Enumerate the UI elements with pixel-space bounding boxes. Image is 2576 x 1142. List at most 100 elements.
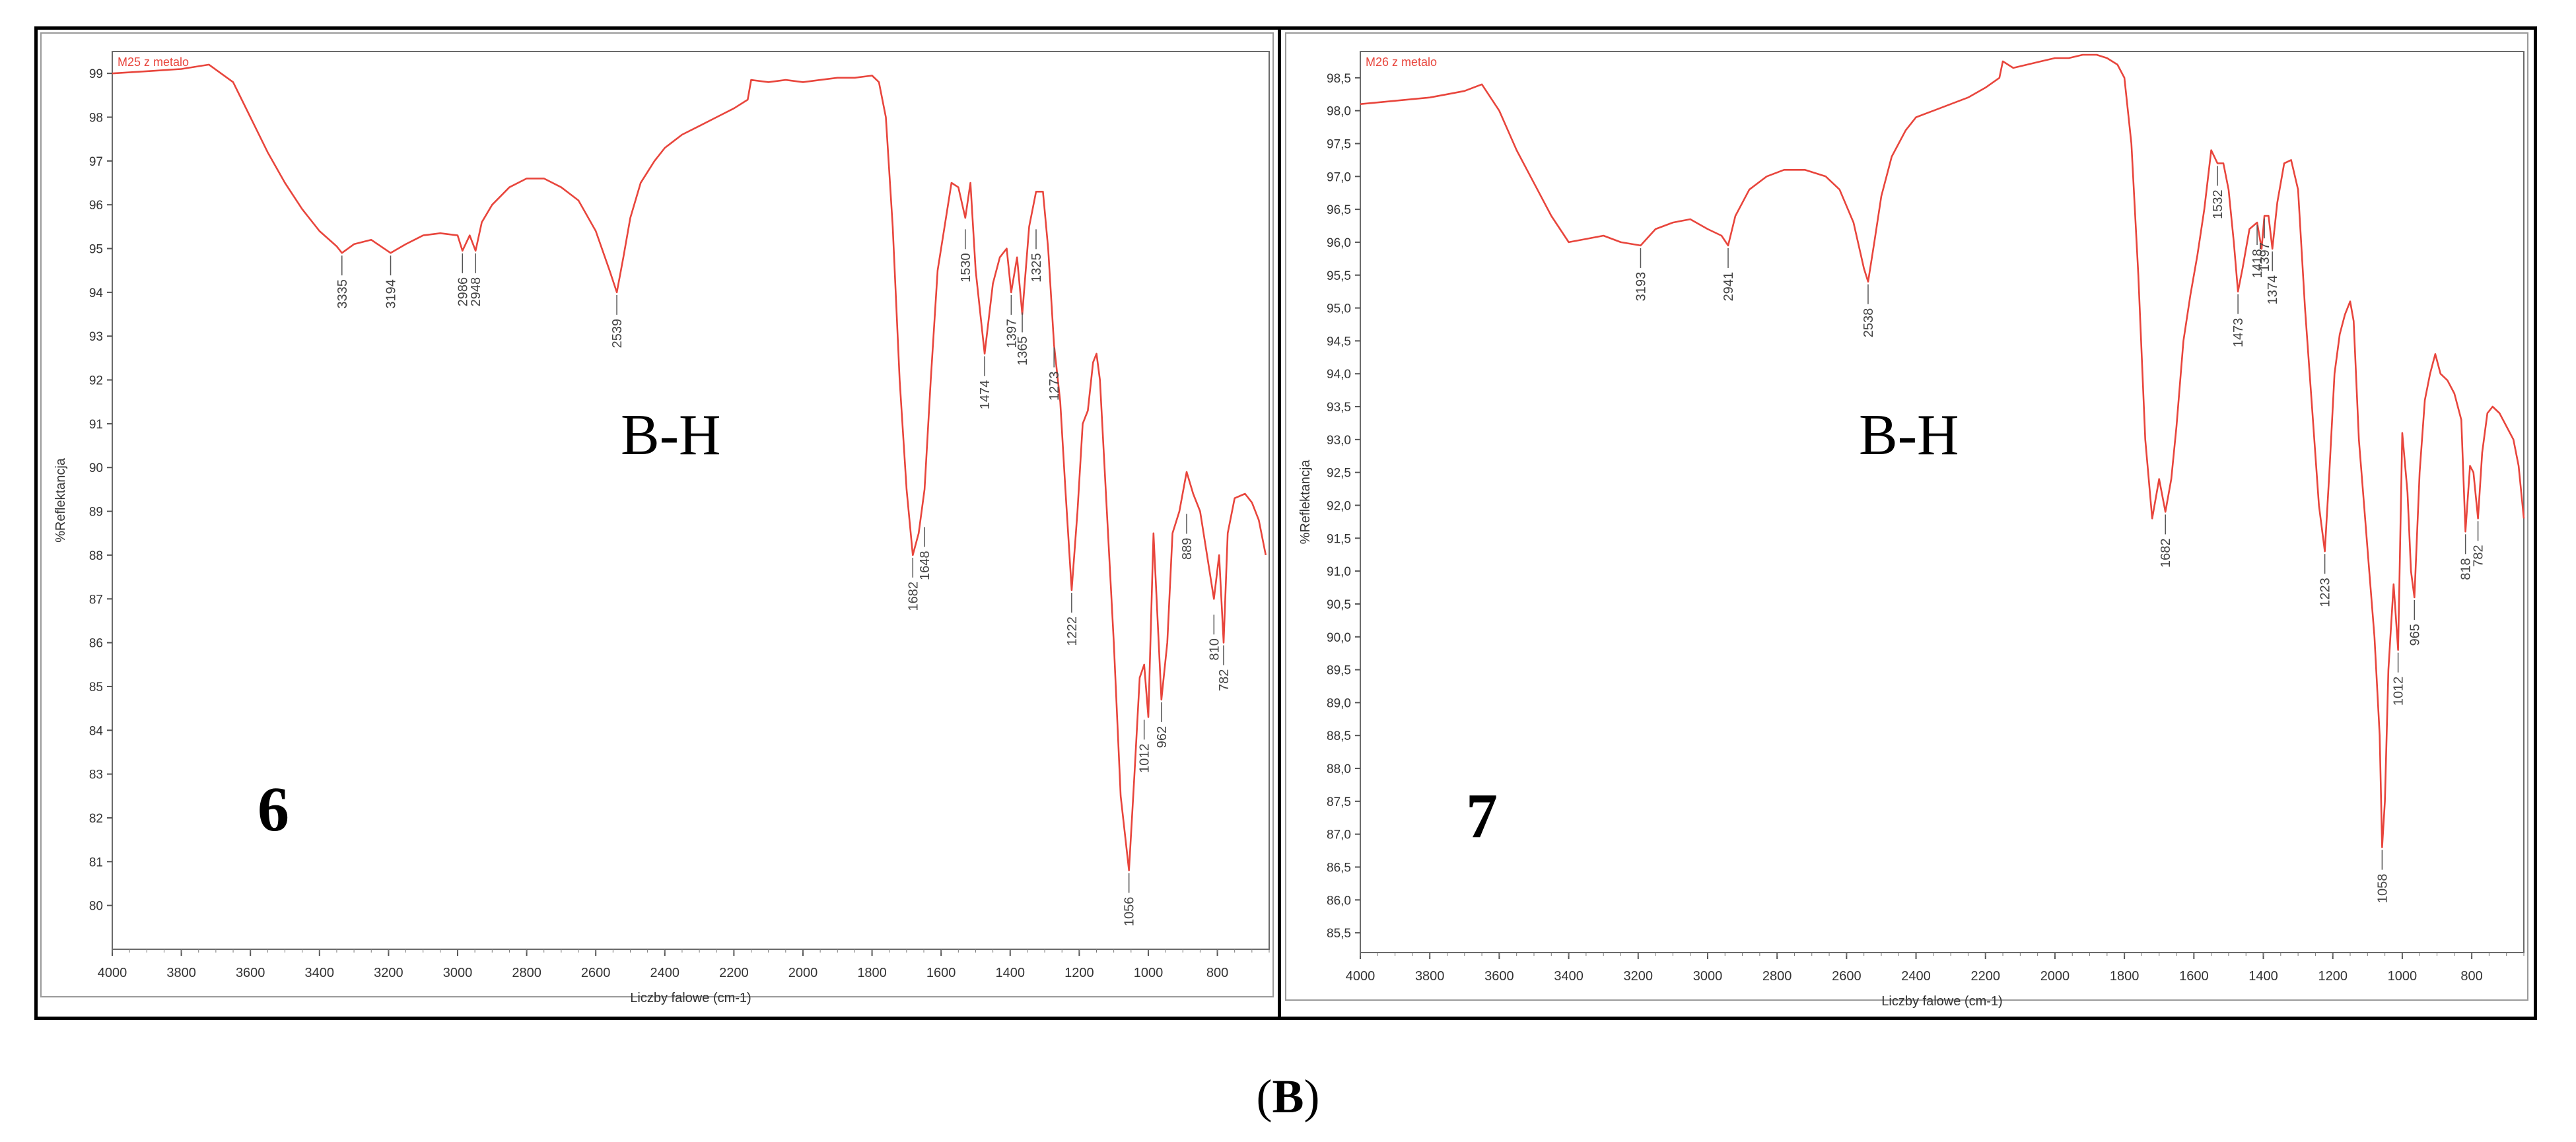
panel-number: 6 [258, 774, 289, 844]
y-tick-label: 96,0 [1327, 236, 1351, 250]
peak-label: 782 [1217, 669, 1232, 691]
x-axis-label: Liczby falowe (cm-1) [1881, 994, 2002, 1009]
peak-label: 1222 [1065, 617, 1080, 646]
y-tick-label: 91,0 [1327, 565, 1351, 579]
peak-label: 1273 [1047, 371, 1062, 401]
panel-caption-letter: B [1272, 1070, 1304, 1123]
peak-label: 1012 [2392, 677, 2406, 706]
y-tick-label: 93,0 [1327, 434, 1351, 448]
x-tick-label: 3400 [305, 966, 335, 980]
chart-outer-frame [40, 32, 1274, 997]
peak-label: 1682 [906, 582, 921, 611]
x-tick-label: 2400 [1901, 969, 1931, 984]
y-tick-label: 90,5 [1327, 598, 1351, 612]
y-tick-label: 89,0 [1327, 696, 1351, 710]
peak-label: 1532 [2211, 189, 2225, 219]
x-tick-label: 3400 [1554, 969, 1584, 984]
y-tick-label: 94,0 [1327, 368, 1351, 382]
y-tick-label: 88,0 [1327, 762, 1351, 776]
y-tick-label: 93 [89, 330, 103, 344]
peak-label: 3193 [1634, 272, 1648, 302]
peak-label: 782 [2472, 545, 2486, 566]
peak-label: 818 [2459, 558, 2474, 580]
peak-label: 2539 [610, 319, 625, 349]
y-axis-label: %Reflektancja [1298, 459, 1313, 545]
y-tick-label: 86 [89, 637, 103, 651]
chart-outer-frame [1285, 32, 2528, 1001]
peak-label: 3335 [335, 279, 350, 309]
x-axis-label: Liczby falowe (cm-1) [630, 991, 751, 1005]
y-tick-label: 85 [89, 681, 103, 694]
peak-label: 1012 [1138, 743, 1152, 773]
x-tick-label: 3800 [166, 966, 196, 980]
y-tick-label: 98 [89, 112, 103, 125]
y-tick-label: 95,0 [1327, 302, 1351, 316]
peak-label: 3194 [384, 279, 399, 309]
y-tick-label: 98,5 [1327, 72, 1351, 86]
figure-frame [34, 26, 2537, 1020]
y-tick-label: 92 [89, 374, 103, 388]
x-tick-label: 2800 [512, 966, 541, 980]
peak-label: 1056 [1123, 897, 1137, 927]
x-tick-label: 2200 [1970, 969, 2000, 984]
y-tick-label: 85,5 [1327, 927, 1351, 941]
y-tick-label: 87,5 [1327, 795, 1351, 809]
x-tick-label: 4000 [98, 966, 127, 980]
y-tick-label: 90 [89, 461, 103, 475]
peak-label: 1397 [2258, 242, 2272, 272]
y-tick-label: 88 [89, 549, 103, 563]
peak-label: 1474 [978, 380, 992, 410]
x-tick-label: 1800 [2110, 969, 2140, 984]
peak-label: 1325 [1029, 253, 1044, 283]
peak-label: 965 [2408, 624, 2422, 646]
peak-label: 1365 [1016, 336, 1030, 366]
y-tick-label: 90,0 [1327, 631, 1351, 645]
x-tick-label: 1600 [2179, 969, 2209, 984]
x-tick-label: 3200 [374, 966, 403, 980]
y-tick-label: 86,0 [1327, 894, 1351, 908]
x-tick-label: 1400 [2248, 969, 2278, 984]
x-tick-label: 2400 [650, 966, 680, 980]
plot-area-frame [112, 51, 1270, 950]
y-tick-label: 89 [89, 506, 103, 520]
y-tick-label: 92,0 [1327, 499, 1351, 513]
y-tick-label: 92,5 [1327, 467, 1351, 481]
x-tick-label: 800 [2460, 969, 2482, 984]
x-tick-label: 1000 [2388, 969, 2418, 984]
y-tick-label: 94,5 [1327, 335, 1351, 349]
spectrum-line [1360, 53, 2525, 848]
peak-label: 889 [1180, 538, 1195, 560]
x-tick-label: 2600 [1832, 969, 1862, 984]
peak-label: 1058 [2375, 874, 2390, 904]
bh-annotation: B-H [621, 403, 721, 467]
x-tick-label: 800 [1206, 966, 1228, 980]
y-tick-label: 94 [89, 286, 104, 300]
x-tick-label: 3000 [1693, 969, 1723, 984]
peak-label: 1530 [959, 253, 973, 283]
spectrum-line [112, 63, 1267, 871]
y-tick-label: 97,0 [1327, 170, 1351, 184]
peak-label: 2948 [469, 277, 483, 307]
x-tick-label: 2000 [788, 966, 818, 980]
peak-label: 1682 [2159, 538, 2173, 568]
y-tick-label: 82 [89, 812, 103, 826]
y-tick-label: 87 [89, 593, 103, 607]
x-tick-label: 1800 [857, 966, 887, 980]
ir-spectrum-chart-7: 4000 3800 3600 3400 3200 3000 2800 2600 2400 2200… [1285, 32, 2528, 1009]
y-tick-label: 93,5 [1327, 401, 1351, 415]
y-tick-label: 81 [89, 856, 103, 869]
series-label: M25 z metalo [118, 55, 189, 69]
x-tick-label: 1400 [996, 966, 1026, 980]
y-tick-label: 97 [89, 155, 103, 169]
x-tick-label: 2600 [581, 966, 611, 980]
y-tick-label: 96,5 [1327, 203, 1351, 217]
panel-divider [1278, 26, 1281, 1020]
x-tick-label: 3200 [1624, 969, 1654, 984]
peak-label: 1397 [1004, 319, 1019, 349]
y-tick-label: 87,0 [1327, 828, 1351, 842]
peak-label: 1223 [2318, 578, 2333, 607]
y-tick-label: 97,5 [1327, 137, 1351, 151]
peak-label: 2538 [1862, 308, 1876, 338]
y-tick-label: 95 [89, 243, 103, 257]
x-tick-label: 4000 [1346, 969, 1375, 984]
